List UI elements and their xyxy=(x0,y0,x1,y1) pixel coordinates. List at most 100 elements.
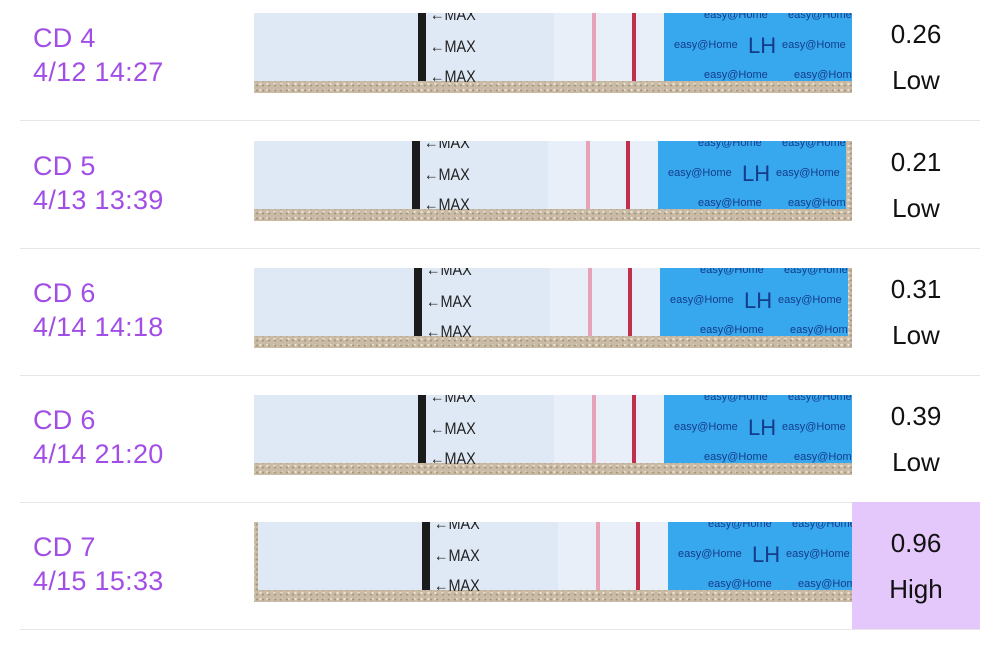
test-line xyxy=(588,268,592,336)
brand-text: easy@Home xyxy=(704,395,768,403)
lh-test-strip-photo: ←MAX ←MAX ←MAX easy@Home LH easy@Home ea… xyxy=(254,141,852,221)
brand-text: easy@Home xyxy=(674,421,738,433)
brand-text: easy@Home xyxy=(798,578,852,590)
max-label: ←MAX xyxy=(424,195,470,214)
strip-window xyxy=(554,395,664,463)
brand-text: easy@Home xyxy=(674,39,738,51)
max-line-bar xyxy=(414,268,422,336)
test-datetime: 4/14 14:18 xyxy=(33,312,164,342)
lh-text: LH xyxy=(752,542,781,567)
lh-ratio-value: 0.96 xyxy=(890,528,942,558)
max-label: ←MAX xyxy=(426,268,472,279)
control-line xyxy=(636,522,640,590)
max-line-bar xyxy=(422,522,430,590)
lh-result-cell: 0.96 High xyxy=(852,502,980,629)
cycle-day-label: CD 7 xyxy=(33,532,96,562)
test-result-row[interactable]: CD 7 4/15 15:33 ←MAX ←MAX ←MAX easy@Home… xyxy=(20,502,980,630)
max-label: ←MAX xyxy=(430,449,476,468)
brand-text: easy@Home xyxy=(794,69,852,81)
strip-window xyxy=(548,141,658,209)
test-datetime: 4/13 13:39 xyxy=(33,185,164,215)
brand-text: easy@Home xyxy=(782,421,846,433)
lh-text: LH xyxy=(744,288,773,313)
max-line-bar xyxy=(412,141,420,209)
lh-ratio-value: 0.21 xyxy=(890,147,942,177)
brand-text: easy@Home xyxy=(670,294,734,306)
lh-text: LH xyxy=(748,33,777,58)
cycle-day-label: CD 6 xyxy=(33,278,96,308)
strip-handle: easy@Home LH easy@Home easy@Home easy@Ho… xyxy=(668,522,852,590)
control-line xyxy=(632,395,636,463)
max-label: ←MAX xyxy=(434,546,480,565)
control-line xyxy=(626,141,630,209)
strip-window xyxy=(554,13,664,81)
lh-level-label: Low xyxy=(892,447,940,477)
strip-window xyxy=(558,522,668,590)
brand-text: easy@Home xyxy=(792,522,852,530)
brand-text: easy@Home xyxy=(698,197,762,209)
brand-text: easy@Home xyxy=(700,268,764,276)
brand-text: easy@Home xyxy=(700,324,764,336)
max-line-bar xyxy=(418,395,426,463)
max-label: ←MAX xyxy=(426,292,472,311)
brand-text: easy@Home xyxy=(776,167,840,179)
lh-level-label: High xyxy=(889,574,943,604)
lh-ratio-value: 0.26 xyxy=(890,19,942,49)
cycle-day-label: CD 4 xyxy=(33,23,96,53)
max-label: ←MAX xyxy=(430,37,476,56)
brand-text: easy@Home xyxy=(788,197,846,209)
lh-level-label: Low xyxy=(892,193,940,223)
brand-text: easy@Home xyxy=(786,548,850,560)
lh-test-strip-photo: ←MAX ←MAX ←MAX easy@Home LH easy@Home ea… xyxy=(254,395,852,475)
strip-paper: ←MAX ←MAX ←MAX easy@Home LH easy@Home ea… xyxy=(254,268,848,341)
brand-text: easy@Home xyxy=(704,13,768,21)
strip-handle: easy@Home LH easy@Home easy@Home easy@Ho… xyxy=(664,13,852,81)
max-label: ←MAX xyxy=(424,165,470,184)
test-datetime: 4/12 14:27 xyxy=(33,57,164,87)
test-line xyxy=(586,141,590,209)
max-label: ←MAX xyxy=(430,67,476,86)
test-datetime: 4/15 15:33 xyxy=(33,566,164,596)
control-line xyxy=(628,268,632,336)
max-label: ←MAX xyxy=(430,13,476,24)
lh-result-cell: 0.26 Low xyxy=(852,0,980,120)
brand-text: easy@Home xyxy=(782,39,846,51)
strip-handle: easy@Home LH easy@Home easy@Home easy@Ho… xyxy=(660,268,848,336)
control-line xyxy=(632,13,636,81)
cycle-day-label: CD 6 xyxy=(33,405,96,435)
brand-text: easy@Home xyxy=(668,167,732,179)
max-label: ←MAX xyxy=(434,576,480,595)
max-label: ←MAX xyxy=(424,141,470,152)
strip-handle: easy@Home LH easy@Home easy@Home easy@Ho… xyxy=(664,395,852,463)
lh-level-label: Low xyxy=(892,320,940,350)
brand-text: easy@Home xyxy=(790,324,848,336)
strip-paper: ←MAX ←MAX ←MAX easy@Home LH easy@Home ea… xyxy=(258,522,852,595)
test-result-row[interactable]: CD 6 4/14 14:18 ←MAX ←MAX ←MAX easy@Home… xyxy=(20,248,980,376)
lh-ratio-value: 0.39 xyxy=(890,401,942,431)
brand-text: easy@Home xyxy=(782,141,846,149)
brand-text: easy@Home xyxy=(778,294,842,306)
lh-result-cell: 0.31 Low xyxy=(852,248,980,375)
brand-text: easy@Home xyxy=(678,548,742,560)
brand-text: easy@Home xyxy=(704,451,768,463)
test-result-row[interactable]: CD 4 4/12 14:27 ←MAX ←MAX ←MAX easy@Home… xyxy=(20,0,980,121)
strip-paper: ←MAX ←MAX ←MAX easy@Home LH easy@Home ea… xyxy=(254,13,852,86)
lh-test-strip-photo: ←MAX ←MAX ←MAX easy@Home LH easy@Home ea… xyxy=(254,522,852,602)
lh-ratio-value: 0.31 xyxy=(890,274,942,304)
test-result-row[interactable]: CD 5 4/13 13:39 ←MAX ←MAX ←MAX easy@Home… xyxy=(20,121,980,249)
lh-text: LH xyxy=(748,415,777,440)
brand-text: easy@Home xyxy=(788,395,852,403)
brand-text: easy@Home xyxy=(704,69,768,81)
max-label: ←MAX xyxy=(434,522,480,533)
brand-text: easy@Home xyxy=(708,578,772,590)
strip-paper: ←MAX ←MAX ←MAX easy@Home LH easy@Home ea… xyxy=(254,141,846,214)
test-result-row[interactable]: CD 6 4/14 21:20 ←MAX ←MAX ←MAX easy@Home… xyxy=(20,375,980,503)
max-line-bar xyxy=(418,13,426,81)
strip-paper: ←MAX ←MAX ←MAX easy@Home LH easy@Home ea… xyxy=(254,395,852,468)
lh-text: LH xyxy=(742,161,771,186)
brand-text: easy@Home xyxy=(794,451,852,463)
brand-text: easy@Home xyxy=(788,13,852,21)
brand-text: easy@Home xyxy=(698,141,762,149)
test-line xyxy=(592,395,596,463)
brand-text: easy@Home xyxy=(708,522,772,530)
